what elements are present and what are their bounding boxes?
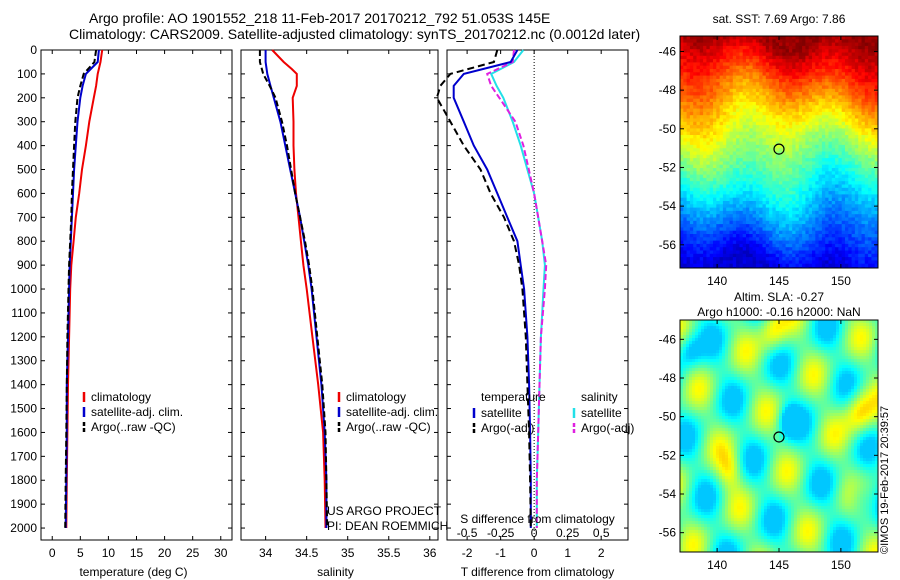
salinity-x-tick-label: 34 [259, 546, 273, 560]
depth-tick-label: 700 [17, 210, 37, 224]
sst-map-lat-label: -48 [659, 83, 677, 97]
salinity-diff-tick-label: -0.25 [487, 526, 515, 540]
sla-map-lat-label: -54 [659, 487, 677, 501]
salinity-diff-tick-label: -0.5 [457, 526, 478, 540]
temperature-diff-argo-line [435, 49, 532, 529]
sla-map-lat-label: -48 [659, 371, 677, 385]
depth-tick-label: 200 [17, 91, 37, 105]
depth-tick-label: 1700 [10, 449, 37, 463]
salinity-diff-tick-label: 0.25 [556, 526, 580, 540]
sst-map-lat-label: -52 [659, 160, 677, 174]
sst-map-cells [680, 36, 879, 269]
sla-map-title: Altim. SLA: -0.27 [734, 290, 824, 304]
depth-tick-label: 300 [17, 115, 37, 129]
sst-map-title: sat. SST: 7.69 Argo: 7.86 [713, 12, 846, 26]
depth-tick-label: 800 [17, 234, 37, 248]
temperature-legend-label: Argo(..raw -QC) [91, 420, 176, 434]
salinity-satellite-line [264, 50, 328, 528]
salinity-plot-frame [240, 49, 439, 541]
salinity-x-tick-label: 36 [423, 546, 437, 560]
temperature-climatology-line [65, 49, 104, 529]
depth-tick-label: 400 [17, 139, 37, 153]
salinity-difference-axis-label: S difference from climatology [460, 512, 615, 526]
project-annotation: US ARGO PROJECT [327, 504, 442, 518]
salinity-legend-label: climatology [346, 390, 406, 404]
depth-tick-label: 1200 [10, 330, 37, 344]
salinity-diff-legend-label: satellite [581, 406, 622, 420]
depth-tick-label: 100 [17, 67, 37, 81]
salinity-x-tick-label: 35 [341, 546, 355, 560]
temperature-x-tick-label: 25 [186, 546, 200, 560]
salinity-x-tick-label: 34.5 [295, 546, 319, 560]
difference-x-tick-label: -1 [495, 546, 506, 560]
sst-map-lon-label: 150 [831, 274, 851, 288]
temperature-legend-label: satellite-adj. clim. [91, 405, 183, 419]
difference-x-tick-label: -2 [462, 546, 473, 560]
temperature-x-tick-label: 10 [102, 546, 116, 560]
depth-tick-label: 600 [17, 186, 37, 200]
temperature-diff-satellite-line [452, 49, 532, 528]
sst-map-lat-label: -56 [659, 238, 677, 252]
salinity-diff-argo-line [485, 49, 548, 528]
temperature-diff-legend-label: satellite [481, 406, 522, 420]
temperature-legend-label: climatology [91, 390, 151, 404]
temperature-x-tick-label: 15 [130, 546, 144, 560]
temperature-x-tick-label: 0 [49, 546, 56, 560]
salinity-diff-tick-label: 0.5 [593, 526, 610, 540]
depth-tick-label: 1400 [10, 378, 37, 392]
sst-map-lat-label: -50 [659, 122, 677, 136]
salinity-legend-label: satellite-adj. clim. [346, 405, 438, 419]
depth-tick-label: 2000 [10, 521, 37, 535]
sla-map-lat-label: -56 [659, 526, 677, 540]
difference-x-axis-label: T difference from climatology [461, 565, 615, 579]
sla-map-lat-label: -46 [659, 332, 677, 346]
sla-map-cells [680, 320, 879, 553]
salinity-x-axis-label: salinity [317, 565, 354, 579]
temperature-x-axis-label: temperature (deg C) [79, 565, 187, 579]
sla-map-argo-marker [773, 431, 785, 443]
chart-title-line2: Climatology: CARS2009. Satellite-adjuste… [69, 26, 641, 42]
depth-tick-label: 900 [17, 258, 37, 272]
chart-title-line1: Argo profile: AO 1901552_218 11-Feb-2017… [89, 10, 551, 26]
sla-map-lat-label: -52 [659, 448, 677, 462]
temperature-plot-frame [40, 49, 233, 541]
sla-map-lon-label: 140 [707, 558, 727, 572]
depth-tick-label: 1900 [10, 497, 37, 511]
difference-x-tick-label: 0 [531, 546, 538, 560]
sla-map-lon-label: 145 [769, 558, 789, 572]
temperature-argo-line [64, 49, 98, 529]
sla-map-lon-label: 150 [831, 558, 851, 572]
depth-tick-label: 1000 [10, 282, 37, 296]
sla-map-subtitle: Argo h1000: -0.16 h2000: NaN [697, 305, 860, 319]
sla-map-lat-label: -50 [659, 410, 677, 424]
pi-annotation: PI: DEAN ROEMMICH [327, 519, 448, 533]
temperature-x-tick-label: 20 [158, 546, 172, 560]
difference-x-tick-label: 1 [564, 546, 571, 560]
salinity-diff-legend-label: Argo(-adj) [581, 421, 634, 435]
sst-map-lat-label: -46 [659, 44, 677, 58]
depth-tick-label: 1300 [10, 354, 37, 368]
temperature-x-tick-label: 5 [77, 546, 84, 560]
salinity-legend-label: Argo(..raw -QC) [346, 420, 431, 434]
depth-tick-label: 1800 [10, 473, 37, 487]
sst-map-lat-label: -54 [659, 199, 677, 213]
temperature-x-tick-label: 30 [214, 546, 228, 560]
temperature-diff-legend-title: temperature [481, 390, 546, 404]
salinity-diff-legend-title: salinity [581, 390, 618, 404]
sst-map-argo-marker [773, 143, 785, 155]
sst-map-lon-label: 145 [769, 274, 789, 288]
depth-tick-label: 0 [30, 43, 37, 57]
salinity-diff-tick-label: 0 [531, 526, 538, 540]
depth-tick-label: 1600 [10, 425, 37, 439]
depth-tick-label: 500 [17, 163, 37, 177]
depth-tick-label: 1100 [11, 306, 37, 320]
temperature-diff-legend-label: Argo(-adj) [481, 421, 534, 435]
difference-x-tick-label: 2 [598, 546, 605, 560]
sst-map-lon-label: 140 [707, 274, 727, 288]
depth-tick-label: 1500 [10, 402, 37, 416]
salinity-x-tick-label: 35.5 [377, 546, 401, 560]
